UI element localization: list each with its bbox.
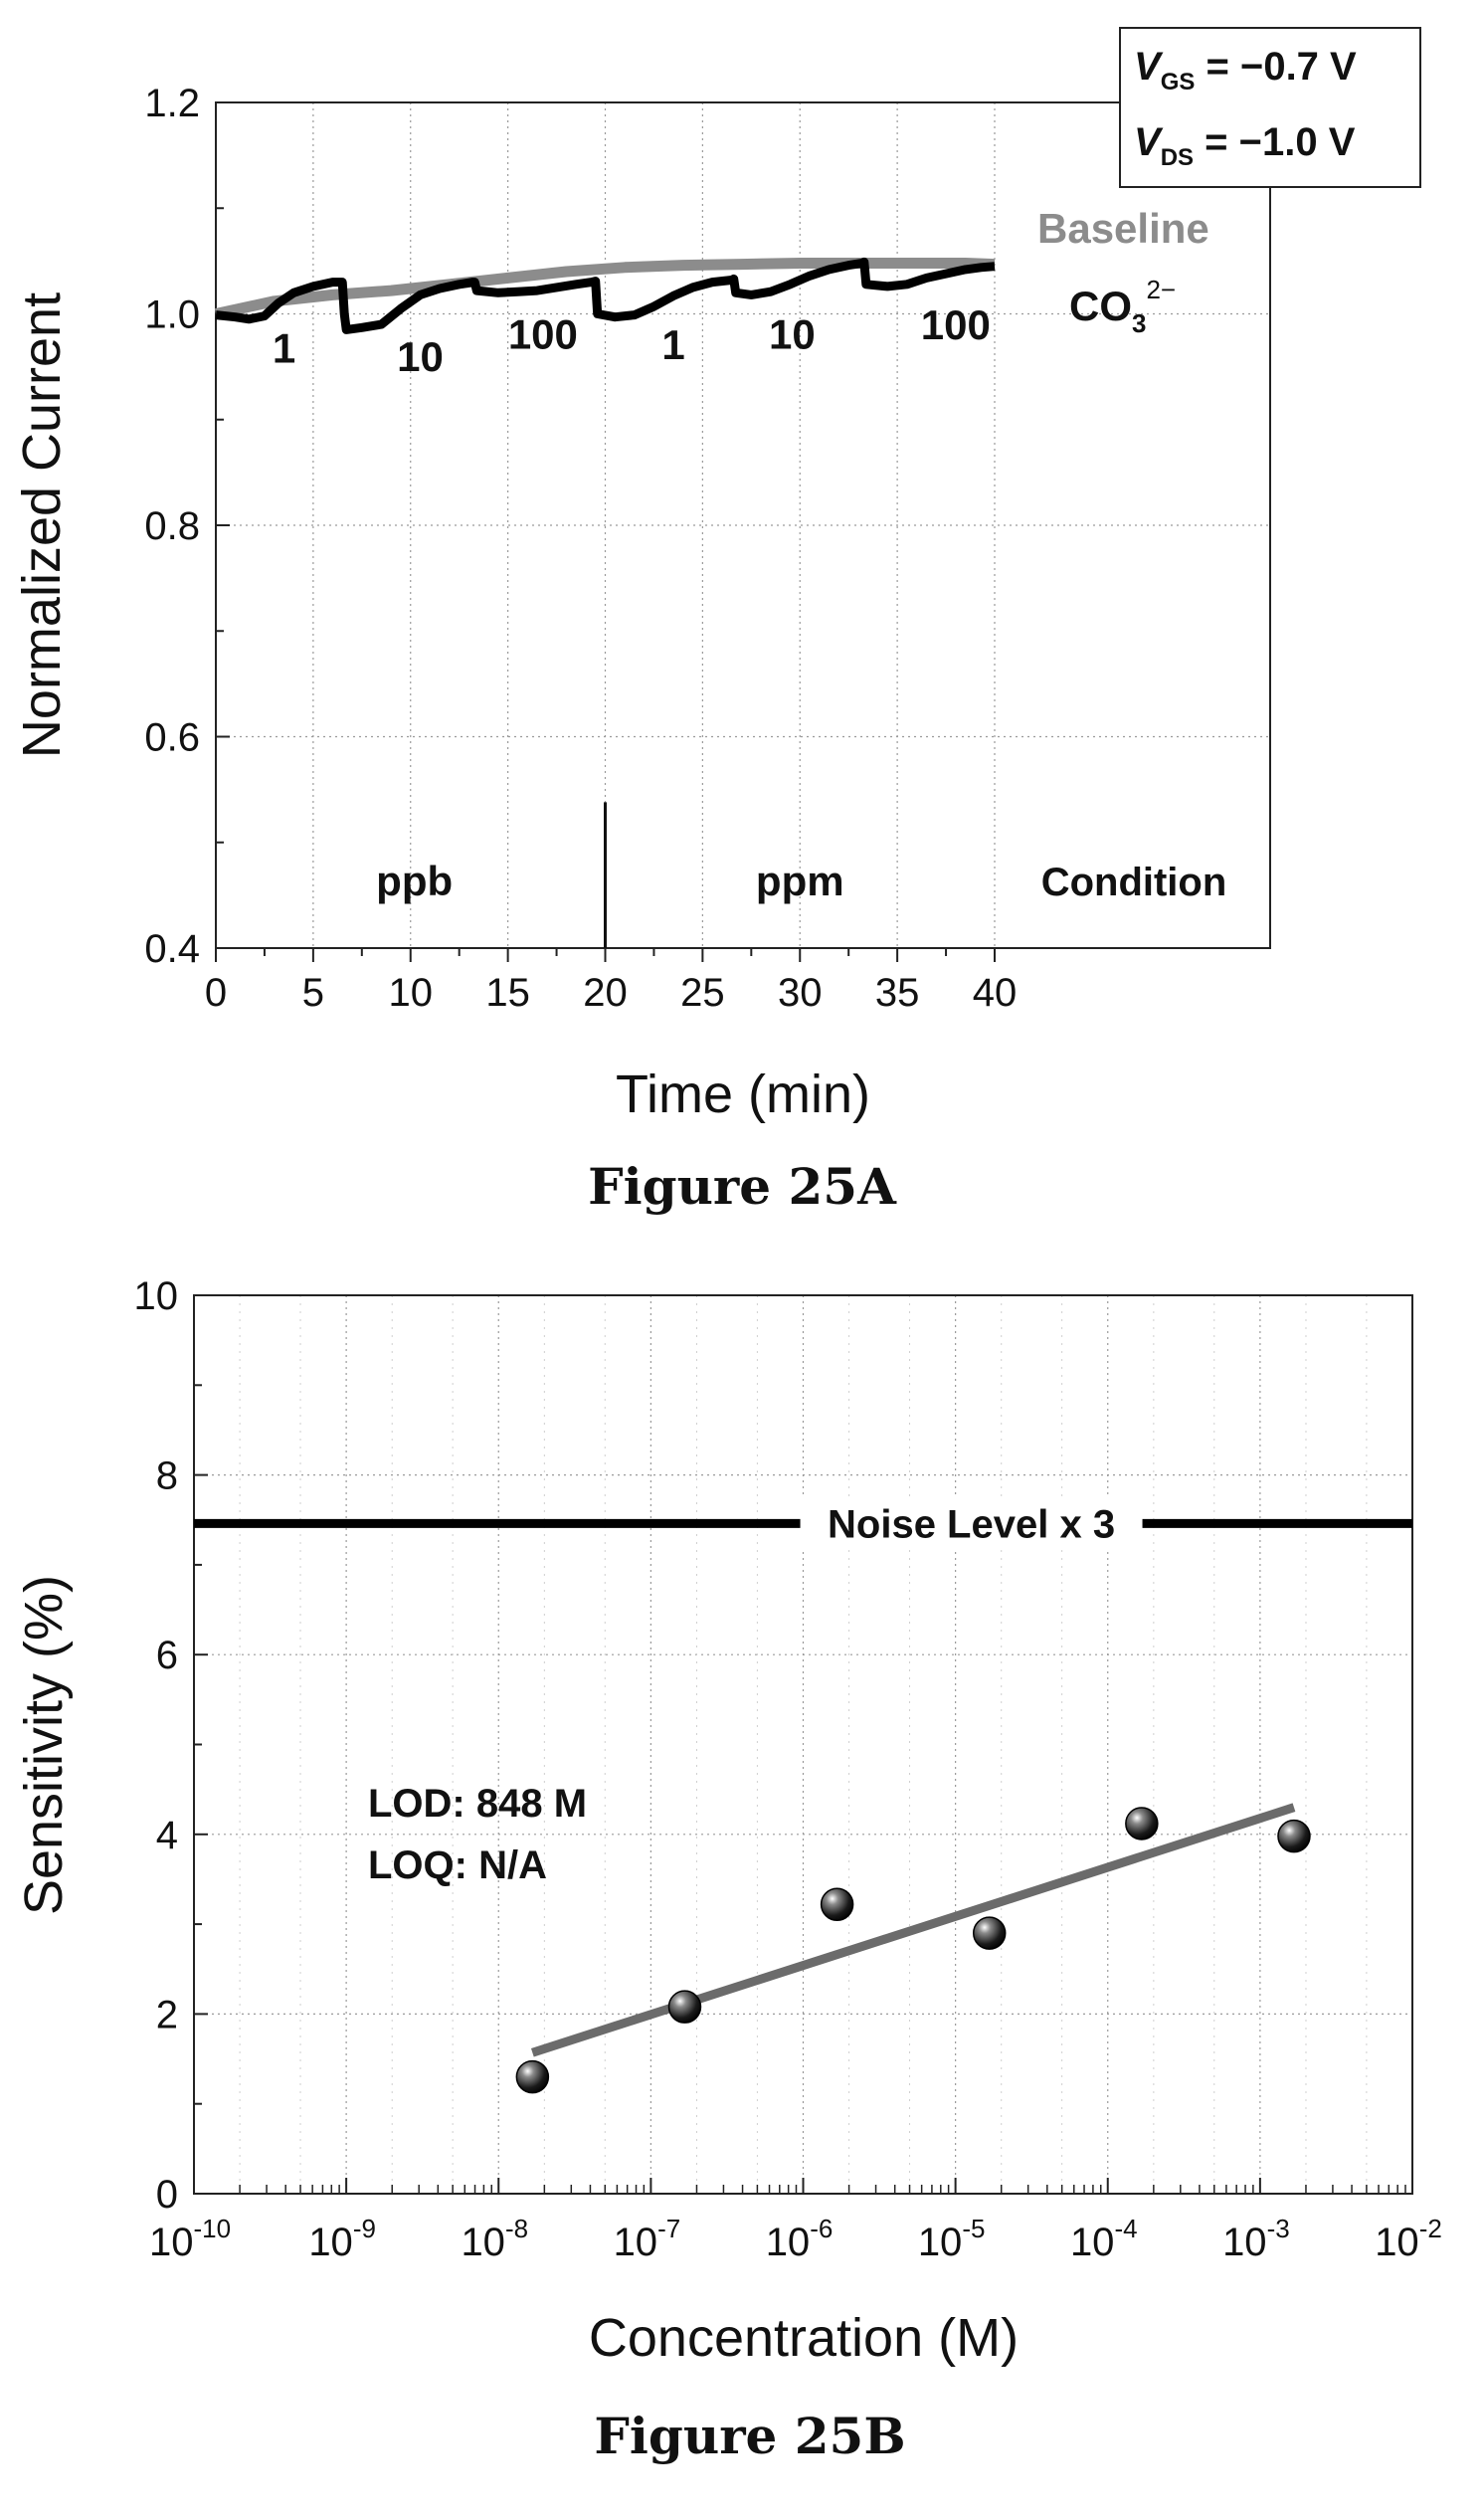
x-tick-label: 10 (389, 971, 434, 1015)
vgs-subscript: GS (1161, 69, 1196, 96)
y-axis-title-25a: Normalized Current (12, 292, 72, 758)
vds-value: = −1.0 V (1194, 120, 1356, 164)
x-tick-label: 35 (875, 971, 920, 1015)
y-tick-label: 0.6 (144, 716, 200, 760)
legend-baseline: Baseline (1037, 205, 1209, 252)
concentration-step-label: 100 (921, 301, 991, 348)
unit-label: ppb (376, 858, 453, 904)
legend-co3-base: CO (1069, 283, 1132, 329)
y-tick-label: 2 (156, 1993, 178, 2036)
concentration-step-label: 10 (397, 333, 444, 380)
x-tick-label: 15 (485, 971, 530, 1015)
x-axis-title-25b: Concentration (M) (589, 2308, 1019, 2368)
bias-conditions-box: VGS = −0.7 V VDS = −1.0 V (1119, 27, 1421, 188)
concentration-step-label: 10 (769, 311, 816, 358)
x-tick-label: 30 (778, 971, 823, 1015)
figure-caption-25b: Figure 25B (594, 2407, 905, 2465)
figure-caption-25a: Figure 25A (588, 1157, 897, 1216)
fit-line (530, 1803, 1296, 2057)
series-25a (214, 257, 996, 334)
noise-level-label: Noise Level x 3 (828, 1502, 1115, 1546)
x-tick-label: 10-7 (614, 2214, 681, 2264)
condition-label: Condition (1041, 861, 1227, 904)
x-tick-label: 5 (302, 971, 324, 1015)
x-tick-label: 10-3 (1222, 2214, 1290, 2264)
x-tick-label: 0 (205, 971, 227, 1015)
concentration-step-label: 1 (661, 321, 684, 368)
data-point (1125, 1807, 1159, 1840)
grid-25b (194, 1295, 1412, 2194)
unit-label: ppm (756, 858, 844, 904)
data-point (972, 1916, 1007, 1950)
loq-annotation: LOQ: N/A (368, 1843, 547, 1887)
data-point (515, 2059, 550, 2094)
x-tick-label: 10-2 (1375, 2214, 1442, 2264)
y-tick-label: 1.0 (144, 293, 200, 337)
x-tick-label: 10-9 (308, 2214, 376, 2264)
y-tick-label: 1.2 (144, 82, 200, 125)
y-axis-title-25b: Sensitivity (%) (14, 1575, 74, 1915)
vds-symbol: V (1134, 120, 1164, 164)
y-tick-label: 0.4 (144, 927, 200, 971)
y-tick-label: 0.8 (144, 504, 200, 548)
concentration-step-label: 1 (273, 324, 295, 371)
y-tick-label: 8 (156, 1454, 178, 1498)
y-tick-label: 0 (156, 2173, 178, 2217)
x-tick-label: 40 (973, 971, 1018, 1015)
vgs-symbol: V (1134, 45, 1164, 89)
y-tick-label: 10 (134, 1274, 179, 1318)
x-ticks-25a: 0 5 10 15 20 25 30 35 40 (205, 948, 1017, 1015)
legend-co3-subscript: 3 (1132, 308, 1146, 338)
svg-text:VDS = −1.0 V: VDS = −1.0 V (1134, 120, 1356, 171)
concentration-step-label: 100 (508, 311, 578, 358)
y-ticks-25b: 0 2 4 6 8 10 (134, 1274, 208, 2217)
vgs-value: = −0.7 V (1195, 45, 1357, 89)
series-baseline-line (214, 258, 996, 319)
lod-annotation: LOD: 848 M (368, 1782, 587, 1826)
y-tick-label: 6 (156, 1634, 178, 1677)
data-point (820, 1887, 854, 1921)
x-ticks-25b: 10-10 10-9 10-8 10-7 10-6 10-5 10-4 10-3 10-2 (149, 2178, 1442, 2264)
x-tick-label: 10-8 (461, 2214, 528, 2264)
data-point (1277, 1819, 1311, 1853)
vds-subscript: DS (1161, 144, 1194, 171)
data-point (667, 1990, 702, 2024)
y-ticks-25a: 0.4 0.6 0.8 1.0 1.2 (144, 82, 230, 971)
legend-co3: CO32− (1069, 275, 1176, 338)
series-co3-line (215, 257, 996, 334)
x-tick-label: 10-10 (149, 2214, 231, 2264)
x-tick-label: 10-5 (918, 2214, 986, 2264)
x-tick-label: 20 (583, 971, 628, 1015)
chart-25a: 0.40.60.81.01.2 0 5 10 15 20 25 30 35 40 1 10 100 1… (12, 27, 1421, 1216)
y-tick-label: 4 (156, 1814, 178, 1857)
x-axis-title-25a: Time (min) (616, 1065, 870, 1124)
data-points-25b (515, 1807, 1311, 2094)
svg-text:VGS = −0.7 V: VGS = −0.7 V (1134, 45, 1357, 96)
legend-co3-charge: 2− (1146, 275, 1176, 304)
annotations-25a: 1 10 100 1 10 100 ppb ppm (273, 301, 991, 904)
noise-level-line: Noise Level x 3 (194, 1497, 1412, 1550)
x-tick-label: 10-4 (1070, 2214, 1138, 2264)
x-tick-label: 10-6 (766, 2214, 834, 2264)
x-tick-label: 25 (680, 971, 725, 1015)
